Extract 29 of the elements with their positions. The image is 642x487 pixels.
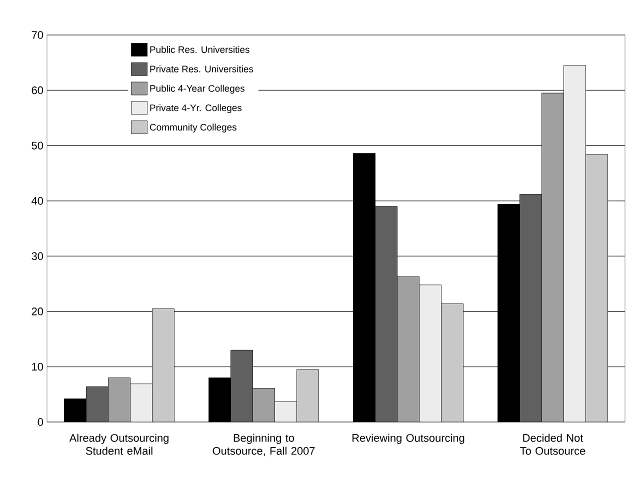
- y-tick-label: 50: [32, 142, 44, 150]
- y-tick-label: 0: [38, 418, 44, 426]
- bar: [130, 384, 152, 422]
- bar: [108, 378, 130, 422]
- y-tick-label: 30: [32, 252, 44, 260]
- bar: [152, 308, 174, 422]
- bar: [419, 284, 442, 422]
- bar: [586, 154, 608, 422]
- y-tick-label: 70: [32, 31, 44, 39]
- x-tick-label: Beginning to Outsource, Fall 2007: [212, 434, 315, 456]
- bar: [441, 304, 464, 422]
- x-tick-label: Decided Not To Outsource: [520, 434, 586, 455]
- y-tick-label: 20: [32, 308, 44, 316]
- bar: [296, 369, 319, 422]
- x-tick-label: Already Outsourcing Student eMail: [69, 434, 168, 455]
- y-tick-label: 40: [32, 196, 44, 205]
- x-tick-label: Reviewing Outsourcing: [352, 434, 464, 444]
- legend-label: Private 4-Yr. Colleges: [150, 104, 242, 114]
- y-tick-label: 60: [32, 86, 44, 94]
- bar: [274, 401, 297, 422]
- legend-label: Public Res. Universities: [150, 46, 250, 53]
- bar: [397, 276, 420, 422]
- bar: [564, 65, 586, 422]
- bar: [542, 92, 564, 422]
- y-tick-label: 10: [32, 362, 44, 371]
- legend-label: Community Colleges: [150, 124, 236, 132]
- legend-label: Public 4-Year Colleges: [150, 84, 245, 94]
- bar: [252, 388, 275, 422]
- legend-label: Private Res. Universities: [150, 65, 254, 72]
